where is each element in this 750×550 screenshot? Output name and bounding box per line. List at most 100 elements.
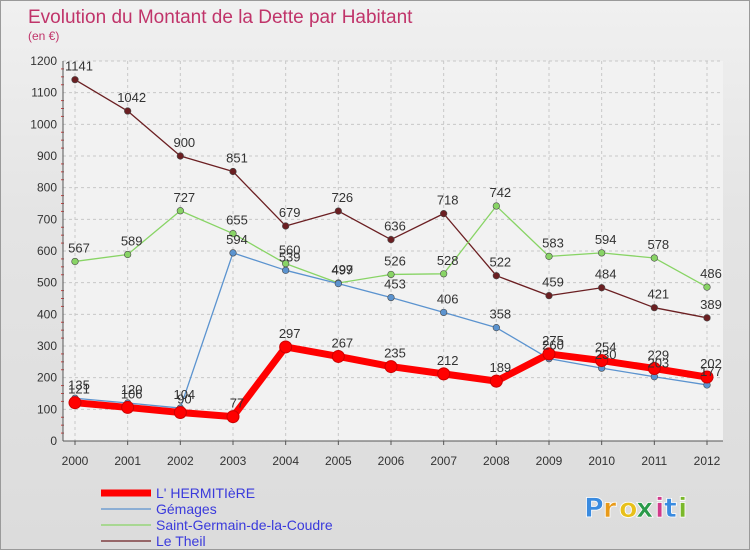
data-label: 851 [226, 151, 248, 166]
data-label: 486 [700, 266, 722, 281]
chart-title: Evolution du Montant de la Dette par Hab… [28, 7, 413, 28]
data-point [595, 354, 609, 368]
axes: 0 100 200 300 400 500 600 700 800 900 1000 1100 1200… [30, 54, 723, 468]
data-label: 202 [700, 356, 722, 371]
data-label: 254 [595, 340, 617, 355]
logo-letter: x [636, 493, 653, 524]
data-point [545, 252, 553, 260]
data-point [279, 340, 293, 354]
data-point [647, 361, 661, 375]
x-tick-label: 2009 [536, 454, 563, 468]
data-label: 742 [489, 185, 511, 200]
y-tick-label: 700 [37, 212, 57, 226]
data-label: 421 [647, 287, 669, 302]
data-label: 560 [279, 243, 301, 258]
data-point [229, 167, 237, 176]
logo-letter: r [603, 493, 617, 524]
data-label: 106 [121, 386, 143, 401]
data-point [334, 280, 342, 288]
data-label: 260 [542, 338, 564, 353]
x-tick-label: 2005 [325, 454, 352, 468]
data-label: 230 [595, 347, 617, 362]
chart-subtitle: (en €) [28, 29, 59, 43]
data-label: 655 [226, 213, 248, 228]
data-label: 594 [595, 232, 617, 247]
data-point [703, 283, 711, 291]
legend-entry: Gémages [156, 501, 217, 517]
data-label: 121 [68, 382, 90, 397]
data-label: 459 [542, 275, 564, 290]
y-tick-label: 300 [37, 339, 57, 353]
data-label: 636 [384, 219, 406, 234]
data-point [700, 370, 714, 384]
logo-letter: P [584, 493, 604, 524]
data-point [68, 396, 82, 410]
x-tick-label: 2008 [483, 454, 510, 468]
y-tick-label: 1000 [30, 117, 57, 131]
logo-letter: i [655, 493, 664, 524]
data-label: 526 [384, 253, 406, 268]
data-label: 203 [647, 356, 669, 371]
data-point [173, 406, 187, 419]
x-tick-label: 2012 [694, 454, 721, 468]
data-point [440, 210, 448, 218]
data-labels: 1141 1042 900 851 679 726 636 718 522 459 484 421 38… [65, 59, 722, 411]
x-tick-label: 2007 [430, 454, 457, 468]
data-label: 358 [489, 307, 511, 322]
data-label: 583 [542, 235, 564, 250]
data-label: 177 [700, 364, 722, 379]
y-tick-label: 800 [37, 181, 57, 195]
data-point [650, 304, 658, 312]
data-label: 727 [173, 190, 195, 205]
data-point [121, 400, 135, 414]
data-point [650, 254, 658, 262]
data-label: 135 [68, 377, 90, 392]
data-label: 528 [437, 253, 459, 268]
legend-entry: L' HERMITIèRE [156, 485, 255, 501]
data-point [124, 250, 132, 259]
data-label: 726 [331, 190, 353, 205]
data-label: 229 [647, 347, 669, 362]
data-label: 235 [384, 346, 406, 361]
data-point [71, 257, 79, 266]
data-point [176, 207, 184, 215]
data-point [489, 374, 503, 388]
data-point [176, 152, 184, 160]
data-label: 499 [331, 262, 353, 277]
data-label: 406 [437, 291, 459, 306]
data-label: 679 [279, 205, 301, 220]
series-lines [68, 76, 714, 424]
data-point [598, 249, 606, 257]
x-tick-label: 2000 [62, 454, 89, 468]
data-point [334, 207, 342, 215]
data-point [440, 270, 448, 278]
data-point [282, 222, 290, 230]
grid [63, 60, 723, 442]
data-label: 589 [121, 233, 143, 248]
data-point [229, 229, 237, 238]
data-point [492, 324, 500, 332]
data-label: 90 [177, 392, 191, 407]
data-label: 539 [279, 249, 301, 264]
data-point [437, 367, 451, 381]
data-point [440, 308, 448, 317]
x-tick-label: 2004 [272, 454, 299, 468]
data-point [387, 236, 395, 244]
data-point [542, 347, 556, 361]
y-tick-label: 600 [37, 244, 57, 258]
data-point [545, 292, 553, 300]
logo-letter: o [619, 493, 638, 524]
data-label: 1141 [65, 59, 93, 74]
data-label: 275 [542, 333, 564, 348]
data-point [226, 410, 240, 424]
x-tick-label: 2003 [220, 454, 247, 468]
y-tick-label: 1200 [30, 54, 57, 68]
data-point [384, 360, 398, 374]
x-tick-label: 2011 [641, 454, 667, 468]
y-tick-label: 900 [37, 149, 57, 163]
data-label: 484 [595, 267, 617, 282]
data-point [703, 314, 711, 322]
data-label: 297 [279, 326, 301, 341]
